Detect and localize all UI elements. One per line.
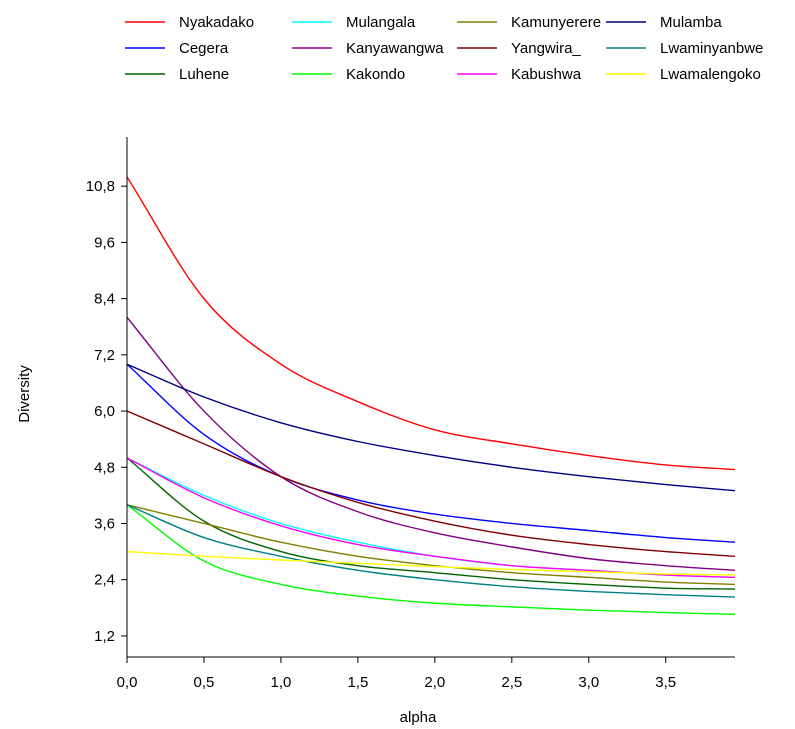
legend-item-lwaminyanbwe: Lwaminyanbwe [606, 40, 763, 57]
x-tick-label: 3,0 [578, 674, 599, 691]
legend-item-mulamba: Mulamba [606, 14, 722, 31]
y-tick-label: 6,0 [94, 403, 115, 420]
series-line-nyakadako [126, 176, 736, 471]
y-tick-label: 4,8 [94, 459, 115, 476]
legend-label: Mulamba [660, 14, 722, 31]
series-lines [126, 176, 736, 616]
legend-label: Lwaminyanbwe [660, 40, 763, 57]
x-tick-label: 0,5 [194, 674, 215, 691]
x-tick-label: 3,5 [655, 674, 676, 691]
legend: Nyakadako Cegera Luhene Mulangala Kanyawangw… [125, 14, 763, 83]
legend-item-kakondo: Kakondo [292, 66, 405, 83]
series-line-lwamalengoko [126, 550, 736, 576]
legend-item-mulangala: Mulangala [292, 14, 416, 31]
legend-item-kabushwa: Kabushwa [457, 66, 582, 83]
series-line-kamunyerere [126, 504, 736, 586]
x-axis-title: alpha [400, 709, 437, 726]
series-line-mulangala [126, 457, 736, 579]
legend-item-kanyawangwa: Kanyawangwa [292, 40, 444, 57]
legend-item-luhene: Luhene [125, 66, 229, 83]
series-line-cegera [126, 363, 736, 543]
y-tick-label: 7,2 [94, 347, 115, 364]
legend-label: Nyakadako [179, 14, 254, 31]
legend-item-nyakadako: Nyakadako [125, 14, 254, 31]
legend-item-yangwira: Yangwira_ [457, 40, 581, 57]
series-line-kanyawangwa [126, 316, 736, 572]
x-tick-label: 1,5 [347, 674, 368, 691]
legend-item-cegera: Cegera [125, 40, 229, 57]
y-tick-label: 8,4 [94, 291, 115, 308]
y-tick-label: 1,2 [94, 628, 115, 645]
y-tick-label: 9,6 [94, 234, 115, 251]
series-line-kakondo [126, 504, 736, 616]
legend-label: Kamunyerere [511, 14, 601, 31]
y-tick-label: 3,6 [94, 515, 115, 532]
y-tick-label: 10,8 [86, 178, 115, 195]
legend-label: Mulangala [346, 14, 416, 31]
x-tick-label: 2,0 [424, 674, 445, 691]
legend-item-lwamalengoko: Lwamalengoko [606, 66, 761, 83]
legend-label: Kabushwa [511, 66, 582, 83]
legend-label: Kanyawangwa [346, 40, 444, 57]
axes [126, 137, 735, 658]
x-tick-label: 2,5 [501, 674, 522, 691]
legend-label: Lwamalengoko [660, 66, 761, 83]
legend-label: Kakondo [346, 66, 405, 83]
legend-label: Cegera [179, 40, 229, 57]
series-line-yangwira [126, 410, 736, 557]
y-tick-label: 2,4 [94, 572, 115, 589]
x-tick-label: 1,0 [270, 674, 291, 691]
series-line-mulamba [126, 363, 736, 492]
legend-item-kamunyerere: Kamunyerere [457, 14, 601, 31]
legend-label: Yangwira_ [511, 40, 581, 57]
series-line-luhene [126, 457, 736, 590]
series-line-kabushwa [126, 457, 736, 579]
x-tick-label: 0,0 [117, 674, 138, 691]
legend-label: Luhene [179, 66, 229, 83]
y-axis-title: Diversity [16, 365, 33, 423]
y-ticks: 1,2 2,4 3,6 4,8 6,0 7,2 8,4 9,6 10,8 [86, 178, 127, 645]
series-line-lwaminyanbwe [126, 504, 736, 598]
x-ticks: 0,0 0,5 1,0 1,5 2,0 2,5 3,0 3,5 [117, 657, 676, 691]
